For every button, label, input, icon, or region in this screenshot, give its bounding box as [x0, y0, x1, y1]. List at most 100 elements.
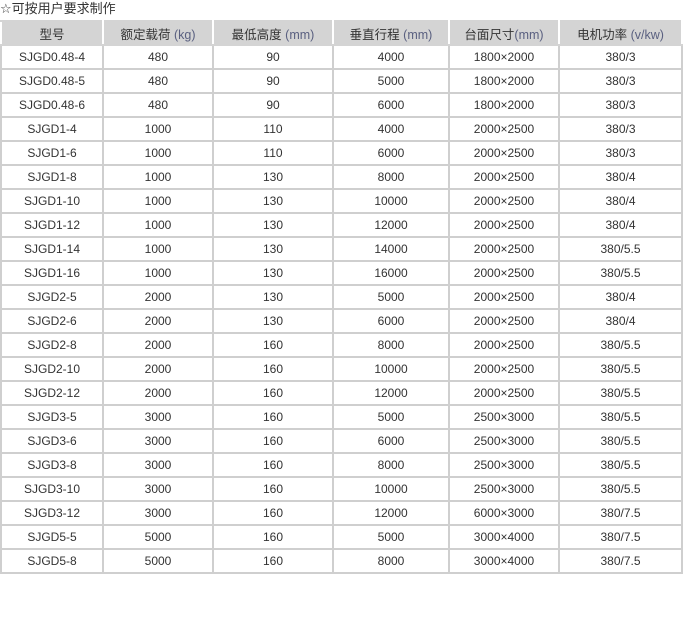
table-cell: 8000: [332, 548, 450, 574]
table-cell: 380/5.5: [558, 260, 683, 286]
table-cell: 14000: [332, 236, 450, 262]
table-cell: SJGD1-14: [0, 236, 104, 262]
table-row: SJGD2-5 2000 130 5000 2000×2500 380/4: [0, 284, 683, 310]
table-cell: SJGD2-10: [0, 356, 104, 382]
table-cell: 160: [212, 332, 334, 358]
table-cell: 12000: [332, 500, 450, 526]
table-cell: 3000: [102, 452, 214, 478]
table-cell: 380/5.5: [558, 476, 683, 502]
table-cell: 130: [212, 260, 334, 286]
table-row: SJGD1-12 1000 130 12000 2000×2500 380/4: [0, 212, 683, 238]
table-cell: SJGD1-4: [0, 116, 104, 142]
table-cell: 2000: [102, 308, 214, 334]
table-cell: 8000: [332, 164, 450, 190]
table-cell: 130: [212, 212, 334, 238]
table-cell: 2500×3000: [448, 428, 560, 454]
table-cell: 5000: [332, 284, 450, 310]
table-cell: 1000: [102, 140, 214, 166]
table-cell: SJGD0.48-4: [0, 44, 104, 70]
table-cell: 2500×3000: [448, 452, 560, 478]
table-cell: 380/5.5: [558, 428, 683, 454]
table-cell: 2000: [102, 380, 214, 406]
table-cell: 130: [212, 308, 334, 334]
table-cell: 380/7.5: [558, 524, 683, 550]
table-cell: 2000×2500: [448, 380, 560, 406]
table-row: SJGD2-12 2000 160 12000 2000×2500 380/5.5: [0, 380, 683, 406]
table-cell: 380/5.5: [558, 452, 683, 478]
table-cell: 3000: [102, 476, 214, 502]
table-cell: SJGD3-10: [0, 476, 104, 502]
table-cell: 160: [212, 428, 334, 454]
table-cell: 5000: [332, 524, 450, 550]
table-cell: 2500×3000: [448, 476, 560, 502]
table-cell: 5000: [332, 404, 450, 430]
table-cell: 380/3: [558, 92, 683, 118]
table-cell: 1000: [102, 188, 214, 214]
table-cell: 4000: [332, 116, 450, 142]
table-cell: 1000: [102, 260, 214, 286]
table-cell: 380/4: [558, 188, 683, 214]
table-cell: 5000: [102, 524, 214, 550]
table-row: SJGD3-6 3000 160 6000 2500×3000 380/5.5: [0, 428, 683, 454]
table-cell: 4000: [332, 44, 450, 70]
table-row: SJGD5-5 5000 160 5000 3000×4000 380/7.5: [0, 524, 683, 550]
header-row: 型号 额定载荷 (kg) 最低高度 (mm) 垂直行程 (mm) 台面尺寸(mm) 电机功…: [0, 20, 683, 46]
table-cell: 12000: [332, 212, 450, 238]
table-cell: SJGD2-12: [0, 380, 104, 406]
table-cell: 12000: [332, 380, 450, 406]
column-label: 台面尺寸: [464, 27, 515, 42]
column-label: 垂直行程: [349, 27, 404, 42]
table-row: SJGD1-10 1000 130 10000 2000×2500 380/4: [0, 188, 683, 214]
table-cell: 160: [212, 524, 334, 550]
table-cell: 380/3: [558, 68, 683, 94]
table-row: SJGD1-16 1000 130 16000 2000×2500 380/5.5: [0, 260, 683, 286]
table-row: SJGD2-6 2000 130 6000 2000×2500 380/4: [0, 308, 683, 334]
table-cell: 1800×2000: [448, 68, 560, 94]
table-row: SJGD1-4 1000 110 4000 2000×2500 380/3: [0, 116, 683, 142]
table-cell: 6000: [332, 92, 450, 118]
table-cell: 2000×2500: [448, 260, 560, 286]
table-cell: 1800×2000: [448, 44, 560, 70]
column-header: 台面尺寸(mm): [448, 20, 560, 46]
table-row: SJGD2-8 2000 160 8000 2000×2500 380/5.5: [0, 332, 683, 358]
table-cell: SJGD5-8: [0, 548, 104, 574]
table-cell: 380/5.5: [558, 404, 683, 430]
table-cell: 10000: [332, 356, 450, 382]
table-cell: 3000: [102, 404, 214, 430]
table-cell: 130: [212, 188, 334, 214]
table-cell: 6000: [332, 140, 450, 166]
table-cell: 380/4: [558, 164, 683, 190]
table-cell: 1000: [102, 116, 214, 142]
column-label: 额定载荷: [120, 27, 174, 42]
table-row: SJGD1-14 1000 130 14000 2000×2500 380/5.5: [0, 236, 683, 262]
table-cell: 10000: [332, 188, 450, 214]
table-cell: 1000: [102, 212, 214, 238]
table-cell: 90: [212, 92, 334, 118]
table-cell: 380/5.5: [558, 332, 683, 358]
table-cell: 380/3: [558, 116, 683, 142]
table-cell: SJGD2-6: [0, 308, 104, 334]
table-cell: 3000: [102, 500, 214, 526]
table-cell: 2000: [102, 356, 214, 382]
table-cell: 480: [102, 68, 214, 94]
table-cell: 130: [212, 164, 334, 190]
column-unit: (v/kw): [630, 27, 664, 42]
spec-table: 型号 额定载荷 (kg) 最低高度 (mm) 垂直行程 (mm) 台面尺寸(mm) 电机功…: [0, 20, 683, 574]
table-cell: 130: [212, 284, 334, 310]
table-cell: 90: [212, 44, 334, 70]
table-cell: 2000×2500: [448, 212, 560, 238]
table-cell: 380/4: [558, 212, 683, 238]
table-cell: SJGD1-8: [0, 164, 104, 190]
table-cell: SJGD1-10: [0, 188, 104, 214]
table-cell: 2000×2500: [448, 308, 560, 334]
table-cell: 2000×2500: [448, 284, 560, 310]
table-cell: 380/5.5: [558, 380, 683, 406]
column-unit: (kg): [173, 27, 196, 42]
table-cell: 1000: [102, 164, 214, 190]
table-cell: SJGD0.48-5: [0, 68, 104, 94]
table-cell: 2000: [102, 332, 214, 358]
column-header: 垂直行程 (mm): [332, 20, 450, 46]
table-cell: 3000: [102, 428, 214, 454]
table-cell: 160: [212, 452, 334, 478]
table-cell: 2000×2500: [448, 116, 560, 142]
